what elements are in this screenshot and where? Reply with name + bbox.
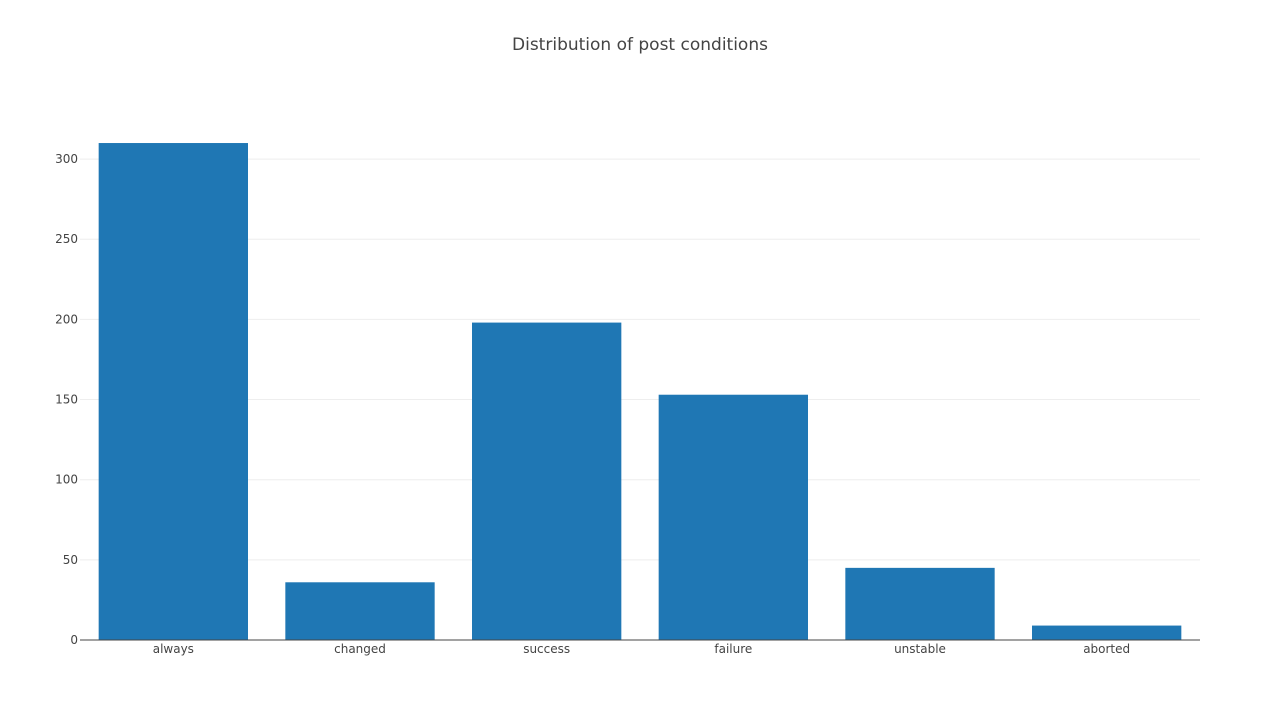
- x-tick-label: unstable: [894, 642, 946, 656]
- bar-always: [98, 143, 249, 640]
- bar-success: [472, 322, 622, 640]
- x-tick-label: failure: [714, 642, 752, 656]
- x-tick-label: always: [153, 642, 194, 656]
- x-tick-label: changed: [334, 642, 386, 656]
- bar-unstable: [845, 567, 995, 640]
- y-tick-label: 50: [63, 553, 78, 567]
- bar-aborted: [1032, 625, 1182, 640]
- y-tick-label: 200: [55, 312, 78, 326]
- x-axis-ticks: always changed success failure unstable abort…: [153, 642, 1130, 656]
- chart-title: Distribution of post conditions: [512, 35, 768, 55]
- y-tick-label: 150: [55, 393, 78, 407]
- x-tick-label: aborted: [1083, 642, 1130, 656]
- y-tick-label: 250: [55, 232, 78, 246]
- gridlines: [80, 158, 1200, 561]
- x-tick-label: success: [523, 642, 570, 656]
- y-tick-label: 0: [70, 633, 78, 647]
- bar-failure: [658, 394, 808, 640]
- y-tick-label: 300: [55, 152, 78, 166]
- y-axis-ticks: 0 50 100 150 200 250 300: [55, 152, 78, 647]
- bars: [98, 143, 1182, 640]
- y-tick-label: 100: [55, 473, 78, 487]
- bar-changed: [285, 582, 435, 640]
